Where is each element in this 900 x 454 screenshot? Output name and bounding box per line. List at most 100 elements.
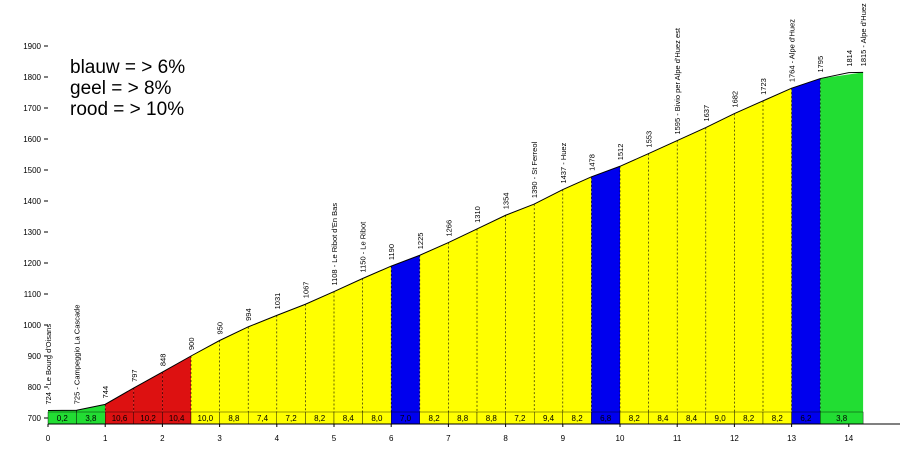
gradient-label: 8,4 [343, 414, 355, 423]
profile-segment-red [105, 387, 134, 412]
y-tick-label: 1200 [23, 259, 41, 268]
y-tick-label: 1100 [24, 290, 42, 299]
legend-entry-yellow: geel = > 8% [70, 78, 172, 99]
x-tick-label: 5 [332, 434, 337, 443]
point-label: 1682 [730, 91, 739, 108]
x-tick-label: 3 [217, 434, 222, 443]
profile-segment-yellow [763, 88, 792, 412]
point-label: 1266 [444, 220, 453, 237]
gradient-label: 8,2 [772, 414, 784, 423]
y-tick-label: 1700 [23, 104, 41, 113]
gradient-label: 6,2 [800, 414, 812, 423]
profile-segment-yellow [705, 113, 735, 412]
point-label: 1814 [845, 50, 854, 67]
x-tick-label: 6 [389, 434, 394, 443]
point-label: 1553 [645, 131, 654, 148]
point-label: 1190 [387, 244, 396, 260]
profile-segment-yellow [677, 127, 706, 412]
point-label: 1595 - Bivio per Alpe d'Huez est [673, 27, 682, 134]
gradient-label: 8,8 [486, 414, 498, 423]
x-tick-label: 7 [446, 434, 451, 443]
point-label: 1795 [816, 56, 825, 73]
point-label: 1815 - Alpe d'Huez [859, 3, 868, 66]
gradient-label: 3,8 [836, 414, 848, 423]
profile-segment-red [162, 356, 191, 412]
profile-segment-green [820, 72, 864, 412]
profile-segment-yellow [276, 304, 306, 412]
gradient-label: 7,2 [514, 414, 526, 423]
y-tick-label: 1600 [23, 135, 41, 144]
profile-segment-yellow [191, 340, 220, 412]
point-label: 1108 - Le Ribot d'En Bas [330, 203, 339, 286]
gradient-label: 8,2 [572, 414, 584, 423]
profile-segment-blue [791, 78, 821, 413]
point-label: 744 [101, 386, 110, 399]
x-tick-label: 14 [844, 434, 853, 443]
gradient-label: 9,4 [543, 414, 555, 423]
profile-segment-yellow [734, 100, 763, 413]
profile-segment-yellow [477, 215, 506, 412]
gradient-label: 8,2 [429, 414, 441, 423]
point-label: 1150 - Le Ribot [359, 221, 368, 273]
point-label: 1478 [587, 154, 596, 171]
x-tick-label: 2 [160, 434, 165, 443]
point-label: 1637 [702, 105, 711, 122]
y-tick-label: 900 [28, 352, 42, 361]
gradient-label: 9,0 [715, 414, 727, 423]
x-tick-label: 4 [275, 434, 280, 443]
gradient-label: 0,2 [57, 414, 69, 423]
x-tick-label: 1 [103, 434, 108, 443]
profile-segment-yellow [334, 278, 363, 412]
gradient-label: 7,2 [286, 414, 298, 423]
y-tick-label: 1800 [23, 73, 41, 82]
profile-segment-yellow [505, 204, 535, 412]
point-label: 1390 - St Ferreol [530, 141, 539, 198]
point-label: 1764 - Alpe d'Huez [788, 19, 797, 82]
profile-segment-yellow [248, 315, 277, 412]
point-label: 1723 [759, 78, 768, 95]
profile-line [47, 71, 864, 412]
point-label: 900 [187, 337, 196, 350]
legend: blauw = > 6% geel = > 8% rood = > 10% [70, 57, 185, 120]
profile-segment-blue [591, 166, 620, 412]
y-tick-label: 1900 [23, 42, 41, 51]
point-label: 950 [216, 322, 225, 335]
gradient-label: 10,6 [112, 414, 128, 423]
point-label: 724 - Le Bourg d'Oisans [44, 324, 53, 405]
x-tick-label: 9 [561, 434, 566, 443]
profile-segment-yellow [620, 153, 649, 412]
gradient-label: 3,8 [85, 414, 97, 423]
profile-segment-yellow [448, 228, 477, 412]
point-label: 1225 [416, 233, 425, 250]
gradient-label: 7,4 [257, 414, 269, 423]
x-tick-label: 11 [673, 434, 682, 443]
point-label: 994 [244, 308, 253, 321]
profile-segment-red [133, 372, 163, 412]
gradient-label: 8,4 [657, 414, 669, 423]
gradient-label: 10,0 [198, 414, 214, 423]
legend-entry-blue: blauw = > 6% [70, 57, 186, 78]
gradient-label: 10,4 [169, 414, 185, 423]
point-label: 797 [130, 369, 139, 382]
point-label: 1067 [301, 282, 310, 299]
gradient-label: 8,2 [629, 414, 641, 423]
point-label: 725 - Campeggio La Cascade [73, 305, 82, 405]
point-label: 1512 [616, 144, 625, 161]
profile-segment-yellow [562, 176, 592, 412]
x-tick-label: 8 [503, 434, 508, 443]
gradient-label: 8,0 [371, 414, 383, 423]
profile-segment-yellow [648, 140, 678, 413]
gradient-label: 7,0 [400, 414, 412, 423]
x-tick-label: 0 [46, 434, 51, 443]
profile-segment-yellow [534, 189, 563, 412]
gradient-label: 8,8 [228, 414, 240, 423]
y-tick-label: 1300 [23, 228, 41, 237]
gradient-label: 8,8 [457, 414, 469, 423]
y-tick-label: 1500 [23, 166, 41, 175]
point-label: 1031 [273, 293, 282, 310]
y-tick-label: 700 [28, 414, 42, 423]
point-label: 1437 - Huez [559, 142, 568, 183]
gradient-label: 6,8 [600, 414, 612, 423]
y-tick-label: 1000 [23, 321, 41, 330]
gradient-label: 8,4 [686, 414, 698, 423]
